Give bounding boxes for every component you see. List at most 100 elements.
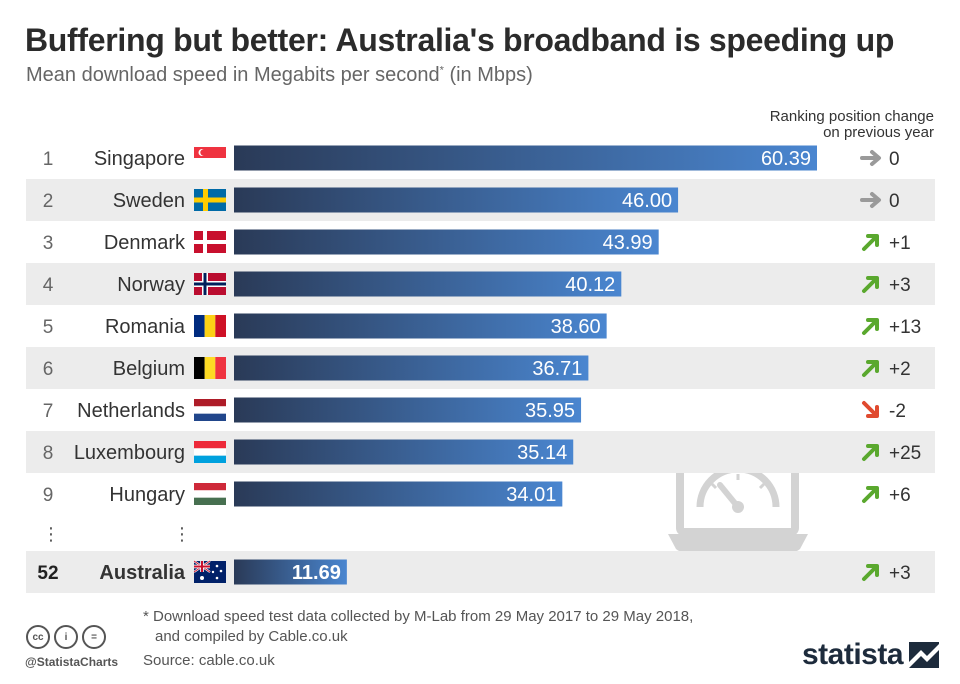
rank-up-arrow-icon: [862, 444, 879, 461]
rank-up-arrow-icon: [862, 234, 879, 251]
rank-change-header-line1: Ranking position change: [769, 108, 934, 125]
bar-sweden: [234, 187, 679, 213]
bar-row-hungary: 9 Hungary 34.01 +6: [43, 481, 911, 507]
value-label: 11.69: [292, 562, 341, 584]
flag-netherlands-icon: [194, 399, 226, 421]
rank-change-label: +13: [889, 317, 921, 338]
country-label: Denmark: [104, 232, 186, 254]
subtitle-footnote-mark: *: [439, 64, 444, 77]
bar-chart: 1 Singapore 60.39 0 2 Sweden 46.00 0 3 Denmark 43.…: [26, 145, 935, 593]
value-label: 60.39: [761, 148, 811, 170]
ellipsis-country: ⋮: [173, 524, 191, 545]
value-label: 34.01: [506, 484, 556, 506]
value-label: 36.71: [532, 358, 582, 380]
value-label: 40.12: [565, 274, 615, 296]
subtitle-text: Mean download speed in Megabits per seco…: [26, 64, 440, 86]
bar-row-norway: 4 Norway 40.12 +3: [26, 263, 935, 305]
rank-change-header: Ranking position change on previous year: [714, 109, 934, 141]
country-label: Norway: [117, 274, 185, 296]
country-label: Luxembourg: [74, 442, 185, 464]
ellipsis-rank: ⋮: [42, 524, 60, 545]
rank-label: 9: [43, 485, 54, 506]
creative-commons-icon[interactable]: cc: [26, 625, 50, 649]
rank-change-label: +25: [889, 443, 921, 464]
country-label: Belgium: [113, 358, 185, 380]
rank-change-label: -2: [889, 401, 906, 422]
bar-row-sweden: 2 Sweden 46.00 0: [26, 179, 935, 221]
value-label: 38.60: [551, 316, 601, 338]
bar-romania: [234, 313, 607, 339]
bar-luxembourg: [234, 439, 574, 465]
flag-sweden-icon: [194, 189, 226, 211]
rank-label: 7: [43, 401, 54, 422]
flag-romania-icon: [194, 315, 226, 337]
country-label: Sweden: [113, 190, 185, 212]
rank-up-arrow-icon: [862, 360, 879, 377]
rank-label: 8: [43, 443, 54, 464]
flag-denmark-icon: [194, 231, 226, 253]
statista-wordmark: statista: [802, 638, 904, 671]
twitter-handle[interactable]: @StatistaCharts: [25, 655, 119, 669]
bar-row-australia: 52 Australia 11.69 +3: [26, 551, 935, 593]
rank-up-arrow-icon: [862, 318, 879, 335]
footnote-line2: and compiled by Cable.co.uk: [155, 628, 348, 645]
rank-change-label: +3: [889, 563, 911, 584]
country-label: Hungary: [109, 484, 185, 506]
bar-row-singapore: 1 Singapore 60.39 0: [43, 145, 900, 171]
row-background: [26, 551, 935, 593]
license-icons: cc i =: [26, 625, 106, 649]
bar-row-netherlands: 7 Netherlands 35.95 -2: [43, 397, 906, 423]
rank-change-label: +1: [889, 233, 911, 254]
rank-change-label: 0: [889, 149, 900, 170]
subtitle-unit: (in Mbps): [443, 64, 533, 86]
source-label: Source: cable.co.uk: [143, 652, 275, 669]
flag-norway-icon: [194, 273, 226, 295]
flag-singapore-icon: [194, 147, 226, 169]
chart-subtitle: Mean download speed in Megabits per seco…: [26, 64, 533, 87]
chart-title: Buffering but better: Australia's broadb…: [25, 22, 895, 58]
bar-row-romania: 5 Romania 38.60 +13: [43, 313, 921, 339]
bar-belgium: [234, 355, 589, 381]
bar-netherlands: [234, 397, 582, 423]
rank-label: 3: [43, 233, 54, 254]
bar-norway: [234, 271, 622, 297]
rank-up-arrow-icon: [862, 486, 879, 503]
rank-label: 2: [43, 191, 54, 212]
flag-hungary-icon: [194, 483, 226, 505]
flag-luxembourg-icon: [194, 441, 226, 463]
rank-change-label: 0: [889, 191, 900, 212]
country-label: Romania: [105, 316, 186, 338]
flag-belgium-icon: [194, 357, 226, 379]
attribution-icon[interactable]: i: [54, 625, 78, 649]
rank-up-arrow-icon: [862, 276, 879, 293]
rank-change-label: +6: [889, 485, 911, 506]
rank-up-arrow-icon: [862, 564, 879, 581]
bar-row-belgium: 6 Belgium 36.71 +2: [26, 347, 935, 389]
bar-row-denmark: 3 Denmark 43.99 +1: [43, 229, 911, 255]
flag-australia-icon: [193, 560, 226, 583]
statista-logo-icon: [909, 642, 940, 668]
rank-label: 5: [43, 317, 54, 338]
statista-logo[interactable]: statista: [802, 638, 940, 672]
bar-australia: [234, 559, 347, 585]
country-label: Netherlands: [77, 400, 185, 422]
bar-hungary: [234, 481, 563, 507]
rank-label: 1: [43, 149, 54, 170]
rank-change-label: +3: [889, 275, 911, 296]
bar-row-luxembourg: 8 Luxembourg 35.14 +25: [26, 431, 935, 473]
rank-label: 4: [43, 275, 54, 296]
bar-denmark: [234, 229, 659, 255]
rank-change-header-line2: on previous year: [823, 124, 934, 141]
footnote-line1: * Download speed test data collected by …: [143, 608, 694, 625]
rank-label: 6: [43, 359, 54, 380]
footnote: * Download speed test data collected by …: [143, 607, 693, 647]
rank-unchanged-arrow-icon: [860, 150, 881, 166]
rank-unchanged-arrow-icon: [860, 192, 881, 208]
value-label: 35.14: [517, 442, 567, 464]
no-derivatives-icon[interactable]: =: [82, 625, 106, 649]
country-label: Australia: [99, 562, 185, 584]
value-label: 46.00: [622, 190, 672, 212]
value-label: 35.95: [525, 400, 575, 422]
rank-label: 52: [37, 563, 58, 584]
